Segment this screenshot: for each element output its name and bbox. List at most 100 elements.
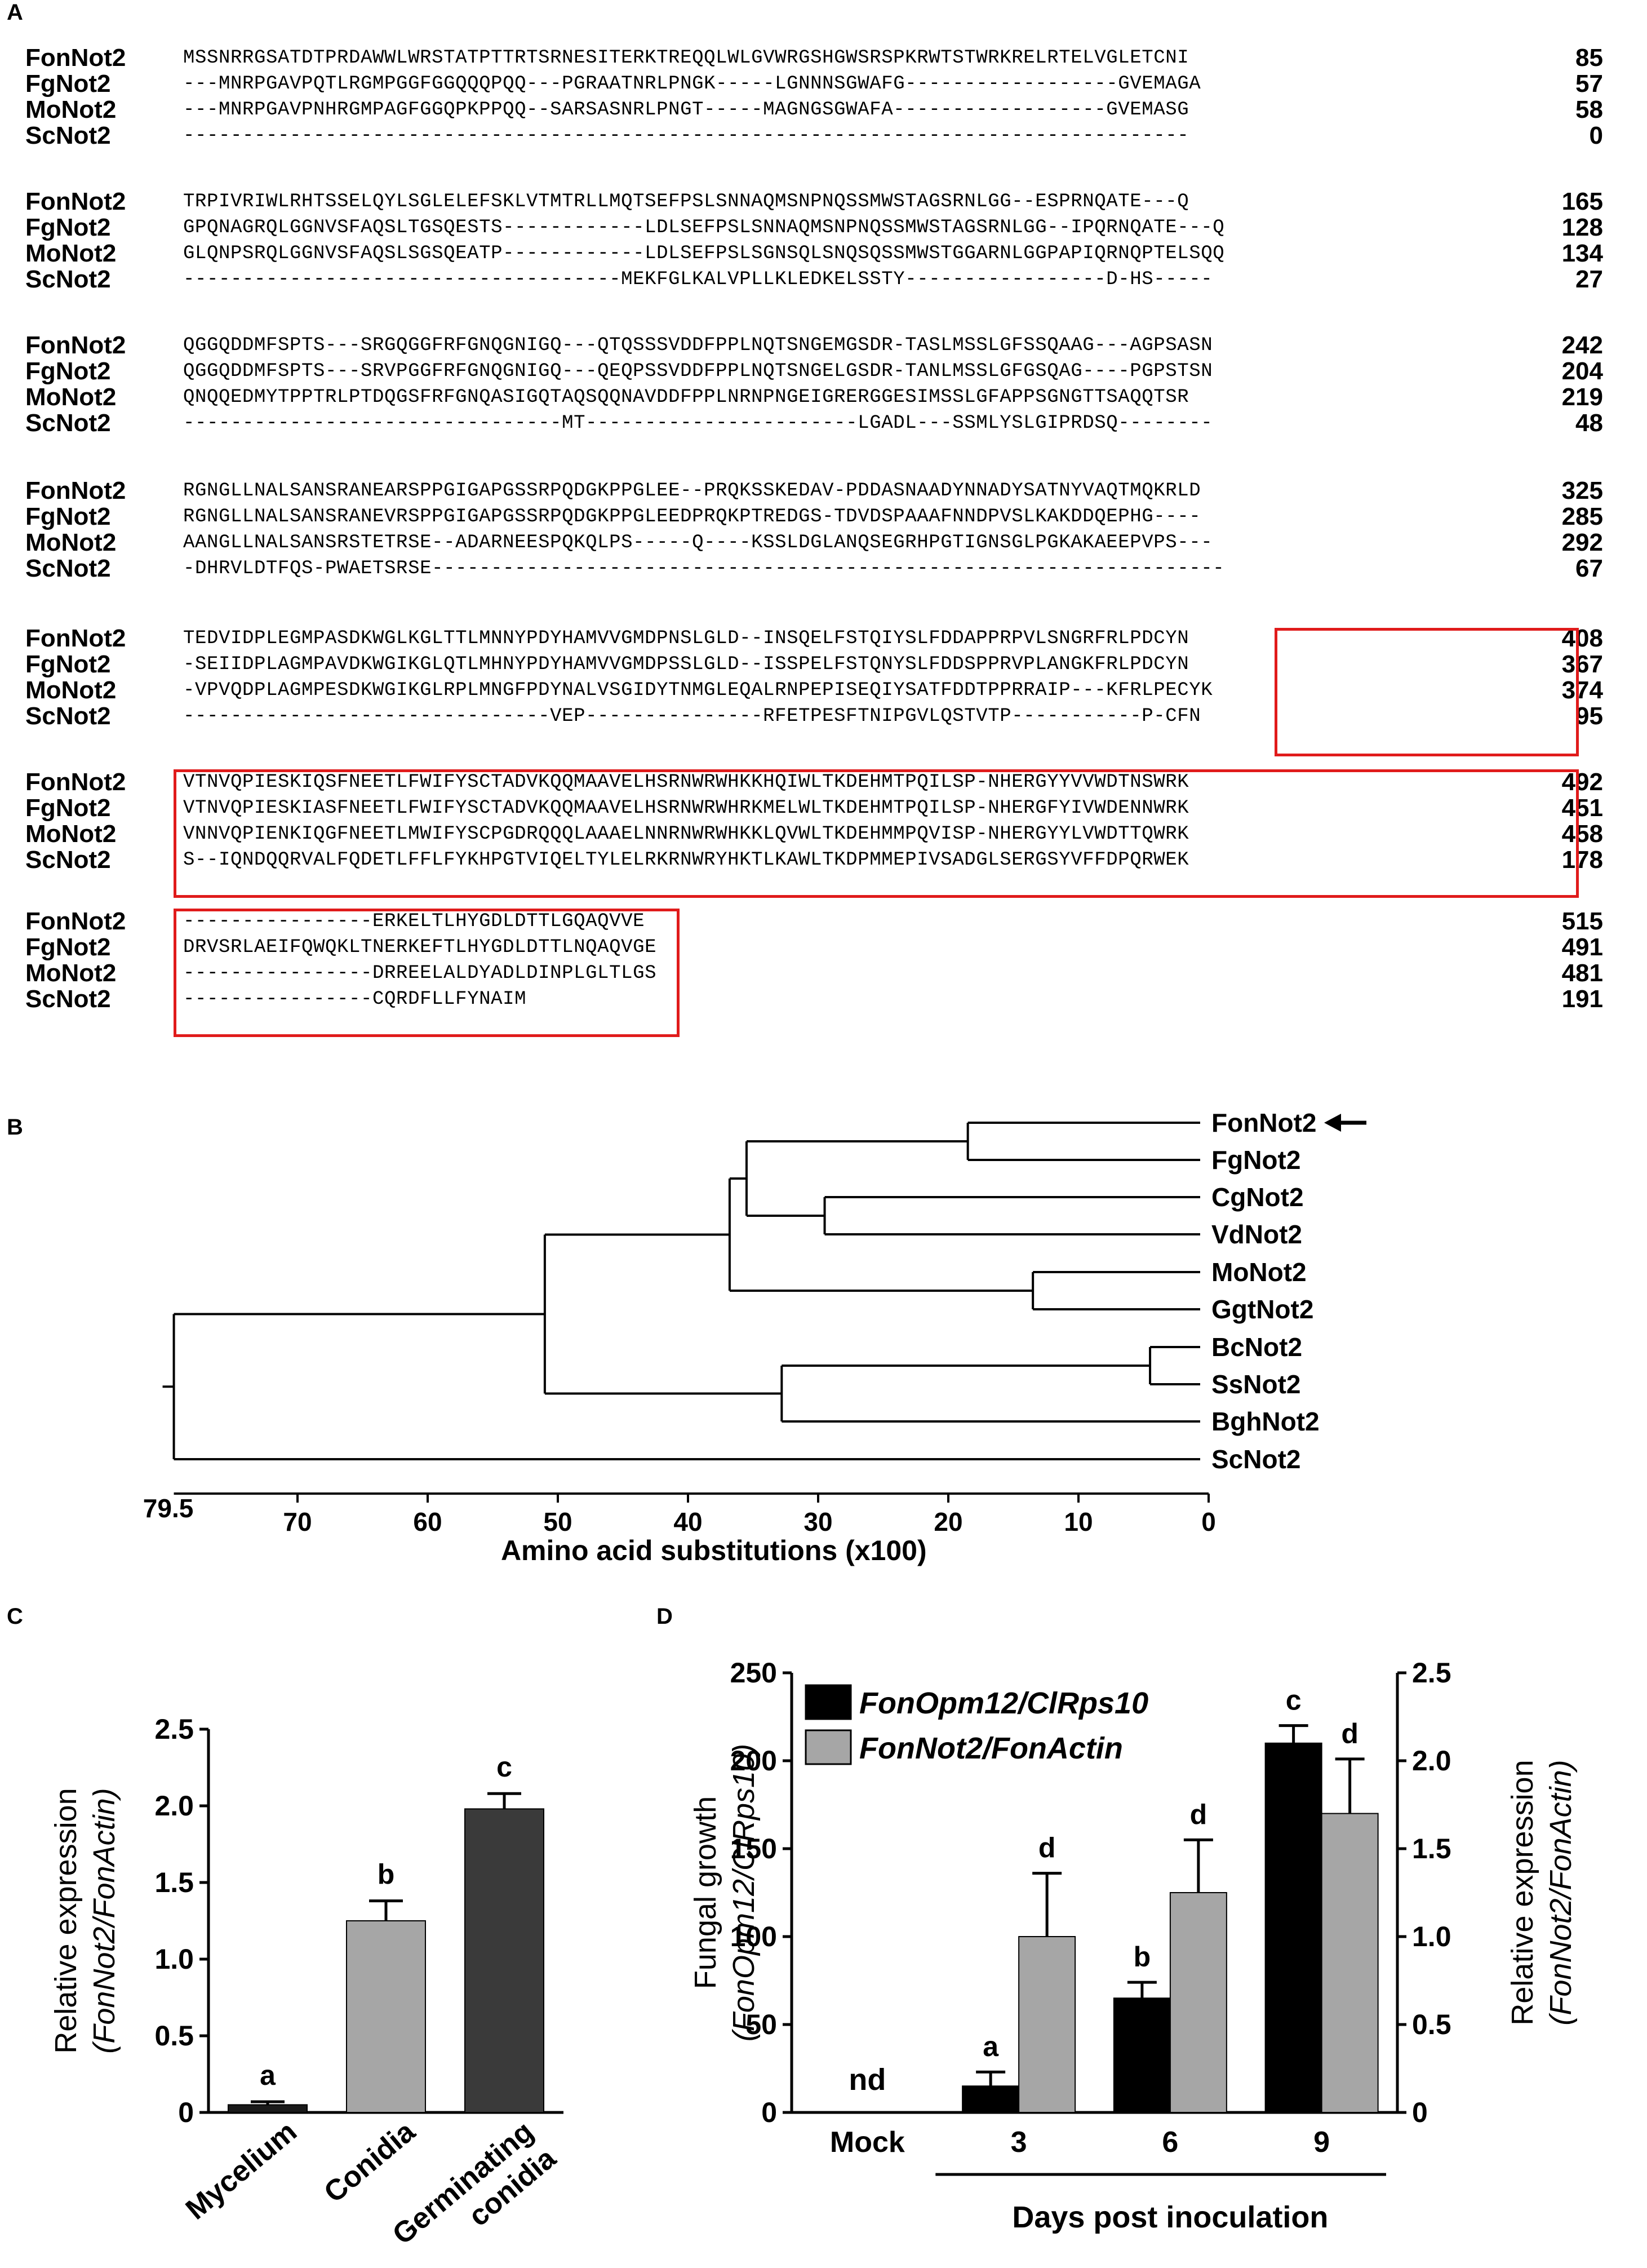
alignment-row: FgNot2 ---MNRPGAVPQTLRGMPGGFGGQQQPQQ---PG… <box>25 71 1603 97</box>
sequence-residues: ----------------------------------------… <box>183 125 1189 147</box>
taxon-label: ScNot2 <box>1211 1445 1300 1474</box>
taxon-label: CgNot2 <box>1211 1182 1304 1212</box>
x-category-label: 3 <box>1011 2126 1027 2159</box>
alignment-row: ScNot2 S--IQNDQQRVALFQDETLFFLFYKHPGTVIQEL… <box>25 847 1603 873</box>
residue-count: 48 <box>1575 409 1603 437</box>
y-tick-label-left: 0 <box>761 2097 777 2128</box>
sequence-name: MoNot2 <box>25 820 117 848</box>
alignment-row: ScNot2 -------------------------------VEP… <box>25 703 1603 729</box>
x-category-label: Mock <box>830 2126 905 2159</box>
sequence-residues: ----------------DRREELALDYADLDINPLGLTLGS <box>183 963 657 984</box>
scale-tick-label: 40 <box>673 1507 702 1536</box>
sequence-residues: -VPVQDPLAGMPESDKWGIKGLRPLMNGFPDYNALVSGID… <box>183 680 1213 701</box>
y-axis-title-left: Fungal growth (FonOpm12/ClRps10) <box>689 1744 761 2041</box>
alignment-row: FonNot2 TEDVIDPLEGMPASDKWGLKGLTTLMNNYPDYH… <box>25 626 1603 652</box>
legend-label: FonNot2/FonActin <box>859 1731 1123 1765</box>
svg-text:Relative expression: Relative expression <box>49 1788 83 2053</box>
alignment-row: FgNot2 VTNVQPIESKIASFNEETLFWIFYSCTADVKQQM… <box>25 795 1603 821</box>
alignment-row: FgNot2 -SEIIDPLAGMPAVDKWGIKGLQTLMHNYPDYHA… <box>25 652 1603 677</box>
alignment-row: FgNot2 QGGQDDMFSPTS---SRVPGGFRFGNQGNIGQ--… <box>25 358 1603 384</box>
residue-count: 95 <box>1575 702 1603 730</box>
residue-count: 0 <box>1589 122 1603 149</box>
significance-letter: c <box>496 1751 512 1783</box>
residue-count: 191 <box>1561 985 1603 1013</box>
bar <box>346 1920 426 2113</box>
sequence-name: MoNot2 <box>25 959 117 987</box>
residue-count: 292 <box>1561 529 1603 556</box>
svg-text:(FonOpm12/ClRps10): (FonOpm12/ClRps10) <box>727 1744 761 2041</box>
alignment-block: FonNot2 VTNVQPIESKIQSFNEETLFWIFYSCTADVKQQ… <box>25 769 1603 873</box>
y-tick-label: 0 <box>178 2097 194 2128</box>
alignment-block: FonNot2 TRPIVRIWLRHTSSELQYLSGLELEFSKLVTMT… <box>25 189 1603 293</box>
sequence-residues: ----------------CQRDFLLFYNAIM <box>183 989 527 1010</box>
scale-tick-label: 0 <box>1201 1507 1216 1536</box>
x-category-label: 6 <box>1162 2126 1178 2159</box>
scale-tick-label: 10 <box>1064 1507 1093 1536</box>
bar <box>228 2104 308 2113</box>
taxon-label: BghNot2 <box>1211 1407 1320 1436</box>
alignment-row: MoNot2 AANGLLNALSANSRSTETRSE--ADARNEESPQK… <box>25 530 1603 556</box>
alignment-row: FonNot2 QGGQDDMFSPTS---SRGQGGFRFGNQGNIGQ-… <box>25 333 1603 358</box>
y-tick-label-left: 100 <box>730 1921 777 1952</box>
sequence-name: MoNot2 <box>25 240 117 267</box>
y-tick-label-left: 150 <box>730 1833 777 1864</box>
sequence-name: ScNot2 <box>25 846 111 874</box>
y-tick-label: 1.5 <box>154 1867 194 1898</box>
panel-label-d: D <box>656 1604 673 1629</box>
sequence-residues: ---MNRPGAVPNHRGMPAGFGGQPKPPQQ--SARSASNRL… <box>183 99 1189 121</box>
panel-label-b: B <box>7 1115 23 1140</box>
y-tick-label-left: 200 <box>730 1745 777 1777</box>
alignment-block: FonNot2 TEDVIDPLEGMPASDKWGLKGLTTLMNNYPDYH… <box>25 626 1603 729</box>
sequence-residues: DRVSRLAEIFQWQKLTNERKEFTLHYGDLDTTLNQAQVGE <box>183 937 657 958</box>
sequence-name: MoNot2 <box>25 676 117 704</box>
sequence-name: MoNot2 <box>25 96 117 123</box>
panel-label-c: C <box>7 1604 23 1629</box>
significance-letter: d <box>1190 1799 1207 1830</box>
alignment-row: ScNot2 -DHRVLDTFQS-PWAETSRSE-------------… <box>25 556 1603 582</box>
bar <box>1169 1892 1227 2113</box>
y-tick-label-right: 2.0 <box>1412 1745 1451 1777</box>
sequence-name: ScNot2 <box>25 122 111 149</box>
taxon-label: FonNot2 <box>1211 1108 1317 1137</box>
alignment-row: ScNot2 --------------------------------MT… <box>25 410 1603 436</box>
sequence-name: FgNot2 <box>25 503 111 530</box>
residue-count: 374 <box>1561 676 1603 704</box>
sequence-name: ScNot2 <box>25 409 111 437</box>
sequence-name: FgNot2 <box>25 650 111 678</box>
significance-letter: d <box>1038 1832 1056 1864</box>
scale-axis-title: Amino acid substitutions (x100) <box>501 1535 927 1566</box>
alignment-row: MoNot2 ---MNRPGAVPNHRGMPAGFGGQPKPPQQ--SAR… <box>25 97 1603 123</box>
sequence-residues: QGGQDDMFSPTS---SRGQGGFRFGNQGNIGQ---QTQSS… <box>183 335 1213 356</box>
svg-text:Fungal growth: Fungal growth <box>689 1796 722 1989</box>
residue-count: 178 <box>1561 846 1603 874</box>
highlight-box-3 <box>174 909 680 1037</box>
residue-count: 219 <box>1561 383 1603 411</box>
x-category-label: Mycelium <box>180 2115 303 2226</box>
svg-text:(FonNot2/FonActin): (FonNot2/FonActin) <box>1544 1760 1578 2025</box>
residue-count: 57 <box>1575 70 1603 98</box>
y-tick-label: 2.0 <box>154 1790 194 1822</box>
sequence-name: FonNot2 <box>25 907 126 935</box>
scale-tick-label: 50 <box>543 1507 572 1536</box>
fungal-growth-bar-chart: 0 50 100 150 200 250 0 0.5 1.0 1.5 2.0 2.5 Mock a d 3 b d… <box>689 1657 1578 2234</box>
residue-count: 204 <box>1561 357 1603 385</box>
sequence-name: FgNot2 <box>25 357 111 385</box>
x-category-label: 9 <box>1313 2126 1330 2159</box>
y-tick-label-right: 2.5 <box>1412 1657 1451 1689</box>
scale-tick-label: 20 <box>934 1507 962 1536</box>
sequence-name: MoNot2 <box>25 529 117 556</box>
residue-count: 58 <box>1575 96 1603 123</box>
svg-text:(FonNot2/FonActin): (FonNot2/FonActin) <box>87 1788 121 2053</box>
sequence-residues: ----------------ERKELTLHYGDLDTTLGQAQVVE <box>183 911 645 932</box>
alignment-block: FonNot2 MSSNRRGSATDTPRDAWWLWRSTATPTTRTSRN… <box>25 45 1603 149</box>
residue-count: 128 <box>1561 214 1603 241</box>
legend-label: FonOpm12/ClRps10 <box>859 1686 1148 1720</box>
taxon-label: BcNot2 <box>1211 1332 1302 1362</box>
taxon-label: MoNot2 <box>1211 1257 1307 1287</box>
svg-text:Conidia: Conidia <box>318 2115 421 2209</box>
residue-count: 491 <box>1561 933 1603 961</box>
highlight-box-2 <box>174 769 1579 898</box>
alignment-row: MoNot2 ----------------DRREELALDYADLDINPL… <box>25 960 1603 986</box>
taxon-label: GgtNot2 <box>1211 1295 1313 1324</box>
y-tick-label-left: 250 <box>730 1657 777 1689</box>
